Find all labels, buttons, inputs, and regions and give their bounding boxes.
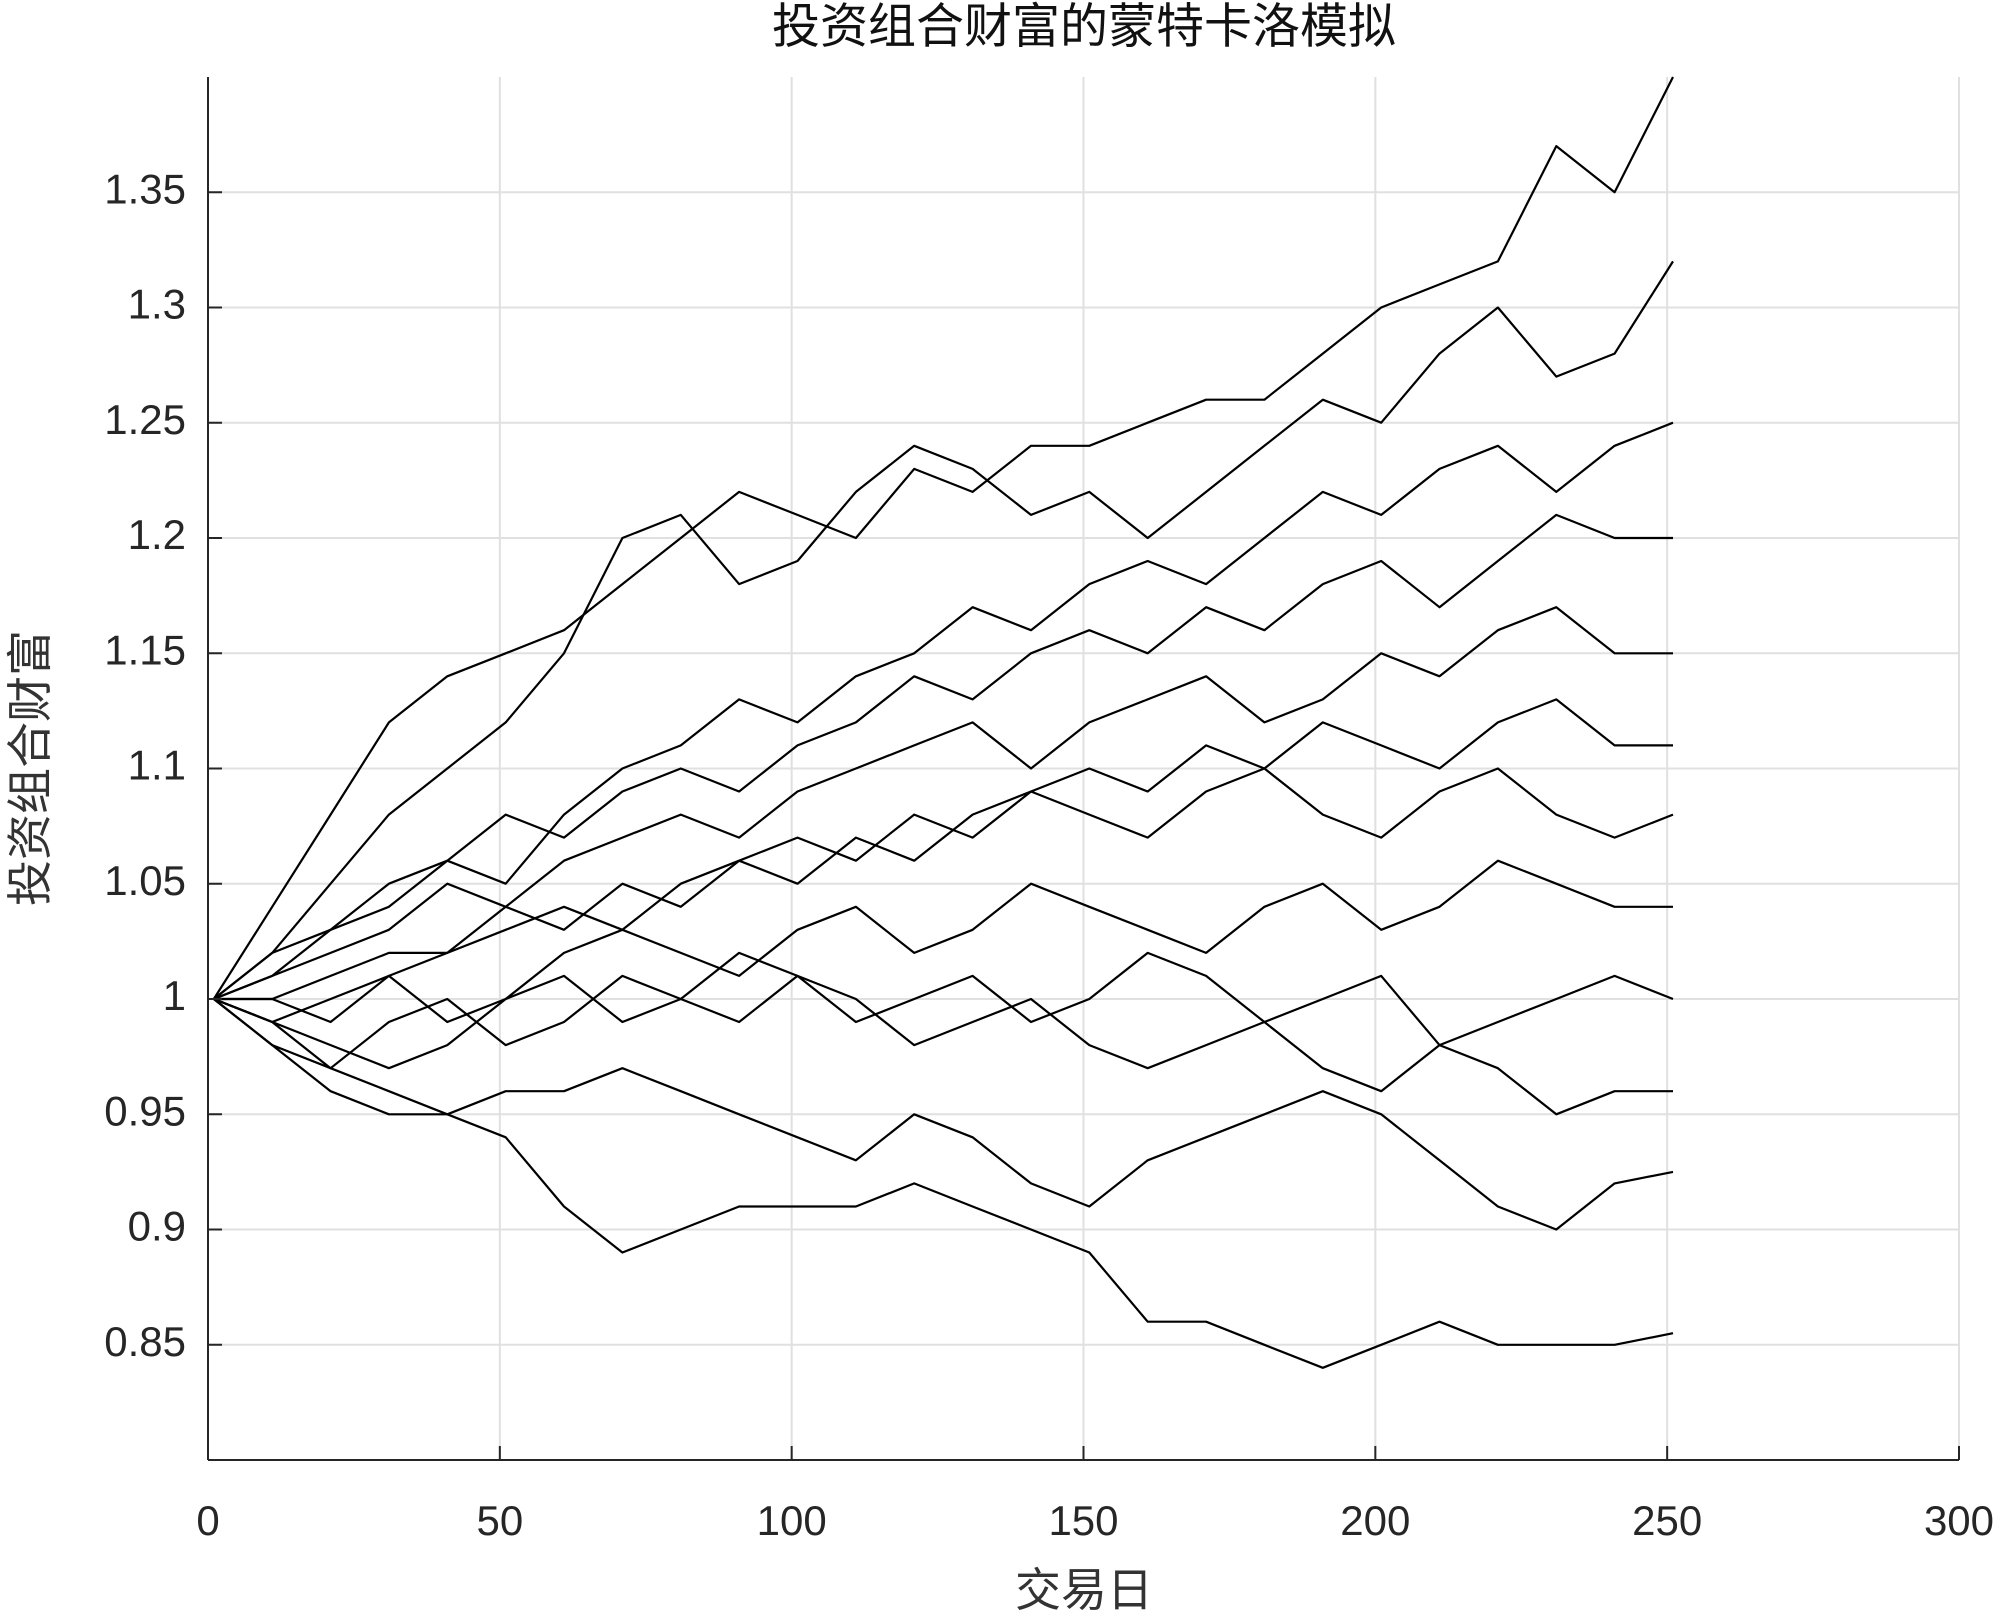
series-line bbox=[213, 421, 1674, 1000]
axes bbox=[207, 77, 1960, 1461]
y-tick-label: 1.35 bbox=[104, 165, 186, 212]
y-tick-label: 0.9 bbox=[128, 1203, 186, 1250]
series-line bbox=[213, 859, 1673, 1024]
x-tick-label: 250 bbox=[1632, 1497, 1702, 1544]
series-line bbox=[213, 606, 1673, 1001]
y-tick-label: 1.2 bbox=[128, 511, 186, 558]
series-line bbox=[213, 260, 1674, 1000]
y-tick-label: 1.3 bbox=[128, 281, 186, 328]
y-tick-label: 0.85 bbox=[104, 1318, 186, 1365]
y-tick-label: 1.1 bbox=[128, 742, 186, 789]
y-tick-label: 1.25 bbox=[104, 396, 186, 443]
x-tick-label: 150 bbox=[1048, 1497, 1118, 1544]
chart-title: 投资组合财富的蒙特卡洛模拟 bbox=[772, 0, 1396, 55]
lines bbox=[212, 76, 1674, 1369]
y-tick-label: 1.15 bbox=[104, 626, 186, 673]
series-line bbox=[213, 951, 1674, 1070]
y-tick-label: 1 bbox=[163, 972, 186, 1019]
y-axis-label: 投资组合财富 bbox=[3, 630, 57, 906]
series-line bbox=[213, 698, 1673, 1024]
grid bbox=[207, 77, 1960, 1460]
y-tick-label: 1.05 bbox=[104, 857, 186, 904]
series-line bbox=[213, 998, 1674, 1231]
series-line bbox=[212, 76, 1674, 1000]
y-tick-label: 0.95 bbox=[104, 1087, 186, 1134]
x-tick-label: 100 bbox=[757, 1497, 827, 1544]
x-tick-label: 300 bbox=[1924, 1497, 1994, 1544]
series-line bbox=[213, 767, 1674, 1001]
x-tick-label: 200 bbox=[1340, 1497, 1410, 1544]
x-axis-label: 交易日 bbox=[1015, 1563, 1153, 1617]
x-tick-label: 50 bbox=[476, 1497, 523, 1544]
series-line bbox=[213, 513, 1673, 1001]
series-line bbox=[213, 997, 1674, 1369]
series-line bbox=[213, 974, 1673, 1116]
x-tick-label: 0 bbox=[196, 1497, 219, 1544]
